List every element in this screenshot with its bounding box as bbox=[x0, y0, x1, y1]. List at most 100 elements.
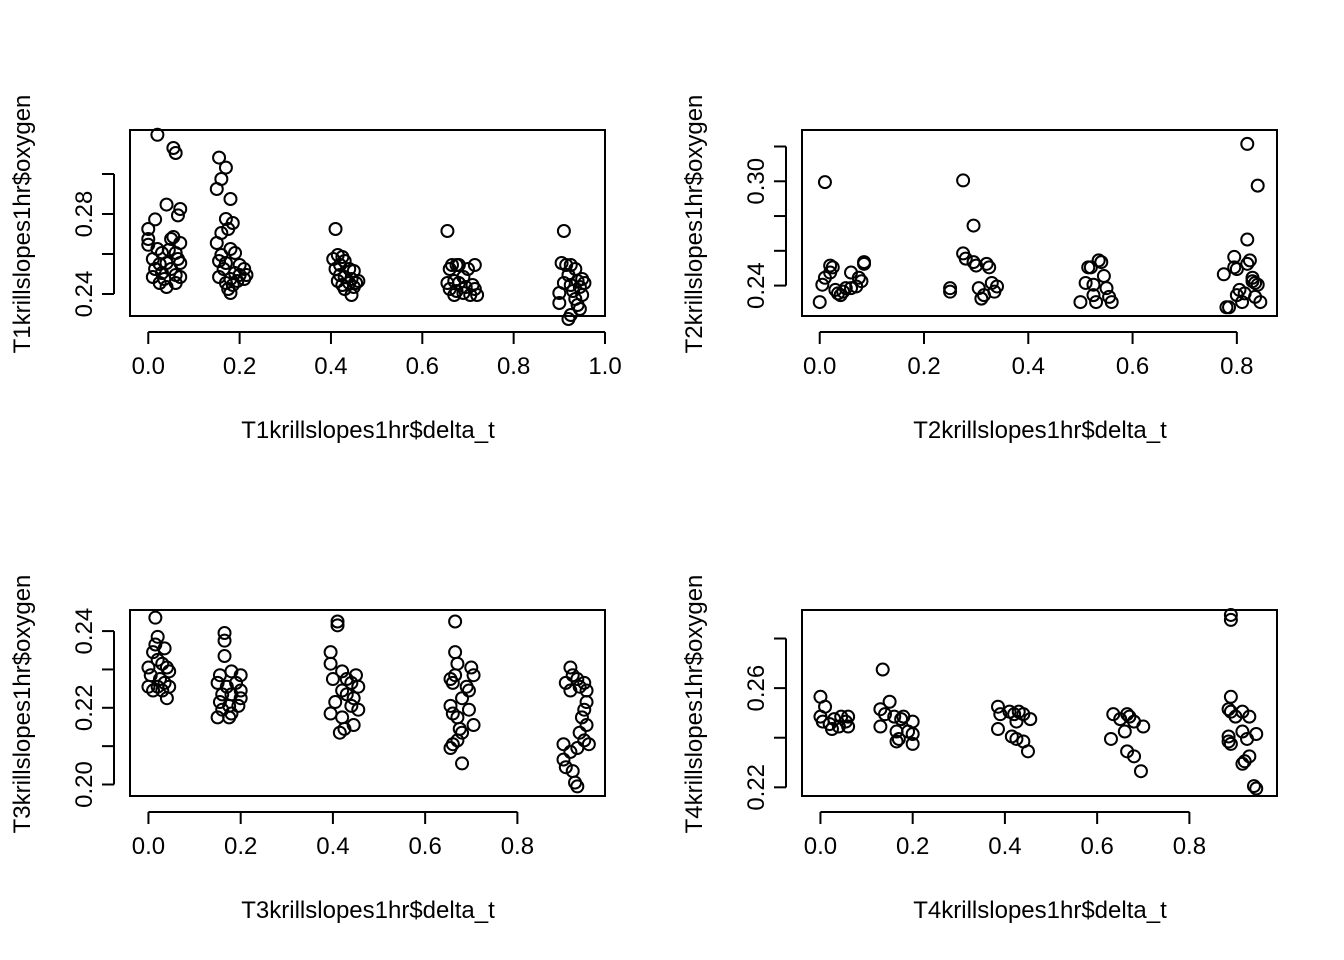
panel-t3-point bbox=[466, 668, 481, 683]
panel-t3-point bbox=[346, 691, 361, 706]
panel-t3-point bbox=[222, 710, 237, 725]
panel-t4-point bbox=[878, 707, 893, 722]
panel-t2-plot-frame bbox=[801, 129, 1278, 317]
panel-t4-x-tick-label: 0.8 bbox=[1173, 833, 1206, 860]
panel-t4-point bbox=[1242, 709, 1257, 724]
panel-t3-point bbox=[328, 695, 343, 710]
panel-t3-point bbox=[344, 675, 359, 690]
panel-t3-point bbox=[461, 702, 476, 717]
panel-t4-point bbox=[1127, 749, 1142, 764]
panel-t3-point bbox=[148, 610, 163, 625]
panel-t2-x-tick-label: 0.0 bbox=[803, 353, 836, 380]
panel-t3-point bbox=[577, 702, 592, 717]
panel-t1-point bbox=[440, 224, 455, 238]
panel-t2-x-tick-label: 0.8 bbox=[1220, 353, 1253, 380]
panel-t2-point bbox=[1086, 277, 1101, 292]
panel-t2-point bbox=[1250, 178, 1265, 193]
panel-t3-point bbox=[215, 687, 230, 702]
panel-t2-point bbox=[1222, 300, 1237, 315]
panel-t1-point bbox=[221, 222, 236, 236]
panel-t3-point bbox=[445, 675, 460, 690]
panel-t1-point bbox=[209, 236, 224, 250]
panel-t4-point bbox=[875, 662, 890, 677]
panel-t2-point bbox=[1227, 260, 1242, 275]
panel-t1-point bbox=[218, 160, 233, 175]
panel-t1-point bbox=[237, 272, 252, 286]
panel-t2-x-tick-label: 0.4 bbox=[1012, 353, 1045, 380]
panel-t4-ylabel: T4krillslopes1hr$oxygen bbox=[681, 575, 708, 834]
panel-t1-point bbox=[346, 280, 361, 294]
panel-t3-point bbox=[556, 752, 571, 767]
panel-t2-point bbox=[1250, 277, 1265, 292]
panel-t2-point bbox=[943, 284, 958, 299]
panel-t1-point bbox=[223, 192, 238, 206]
panel-t1-point bbox=[170, 208, 185, 223]
panel-t2-point bbox=[1240, 232, 1255, 247]
panel-t2-point bbox=[1089, 295, 1104, 310]
panel-t1-point bbox=[148, 212, 163, 227]
panel-t1-x-tick-label: 0.0 bbox=[132, 353, 165, 380]
panel-t4-point bbox=[841, 709, 856, 724]
panel-t1-point bbox=[470, 288, 485, 302]
panel-t3-point bbox=[455, 691, 470, 706]
panel-t3-point bbox=[323, 706, 338, 721]
panel-t1-point bbox=[212, 150, 227, 165]
panel-t3-point bbox=[146, 683, 161, 698]
panel-t4-point bbox=[990, 699, 1005, 714]
panel-t2-point bbox=[974, 291, 989, 306]
panel-t2-point bbox=[1078, 275, 1093, 290]
panel-t1-point bbox=[563, 278, 578, 292]
panel-t1-point bbox=[337, 254, 352, 268]
panel-t3: T3krillslopes1hr$delta_t T3krillslopes1h… bbox=[9, 575, 606, 924]
panel-t1-point bbox=[456, 286, 471, 300]
panel-t3-point bbox=[351, 702, 366, 717]
panel-t3-x-tick-label: 0.4 bbox=[316, 833, 349, 860]
panel-t3-point bbox=[330, 614, 345, 629]
panel-t3-point bbox=[443, 741, 458, 756]
panel-t3-point bbox=[574, 710, 589, 725]
panel-t2-point bbox=[1091, 253, 1106, 268]
panel-t1-point bbox=[212, 254, 227, 268]
panel-t4-point bbox=[1223, 612, 1238, 627]
panel-t3-point bbox=[556, 737, 571, 752]
panel-t3-point bbox=[159, 691, 174, 706]
panel-t3-point bbox=[563, 660, 578, 675]
panel-t2-point bbox=[1235, 295, 1250, 310]
panel-t3-point bbox=[455, 725, 470, 740]
panel-t2-point bbox=[836, 284, 851, 299]
panel-t2-y-tick-label: 0.30 bbox=[743, 158, 770, 205]
panel-t4-point bbox=[1221, 729, 1236, 744]
panel-t3-point bbox=[162, 664, 177, 679]
panel-t3-point bbox=[323, 656, 338, 671]
panel-t1-point bbox=[223, 286, 238, 300]
panel-t3-x-tick-label: 0.8 bbox=[501, 833, 534, 860]
panel-t4-point bbox=[1221, 734, 1236, 749]
panel-t3-point bbox=[339, 687, 354, 702]
panel-t2-point bbox=[1073, 295, 1088, 310]
panel-t2-point bbox=[812, 295, 827, 310]
panel-t4-point bbox=[1223, 607, 1238, 622]
panel-t1-point bbox=[552, 296, 567, 310]
panel-t3-point bbox=[579, 695, 594, 710]
panel-t3-point bbox=[579, 718, 594, 733]
panel-t1-point bbox=[168, 276, 183, 290]
panel-t4-point bbox=[905, 736, 920, 751]
panel-t3-point bbox=[464, 660, 479, 675]
panel-t3-x-tick-label: 0.2 bbox=[224, 833, 257, 860]
panel-t4-x-tick-label: 0.6 bbox=[1080, 833, 1113, 860]
panel-t1-point bbox=[442, 262, 457, 276]
panel-t2-point bbox=[1240, 136, 1255, 151]
panel-t2-point bbox=[982, 260, 997, 275]
panel-t1-point bbox=[214, 248, 229, 262]
panel-t3-x-tick-label: 0.6 bbox=[408, 833, 441, 860]
panel-t1-point bbox=[563, 258, 578, 272]
panel-t2-point bbox=[854, 274, 869, 289]
panel-t1-point bbox=[228, 246, 243, 260]
panel-t3-point bbox=[450, 656, 465, 671]
panel-t3-point bbox=[448, 614, 463, 629]
panel-t2: T2krillslopes1hr$delta_t T2krillslopes1h… bbox=[681, 95, 1278, 444]
panel-t1-point bbox=[561, 312, 576, 326]
panel-t3-point bbox=[217, 626, 232, 641]
panel-t3-ylabel: T3krillslopes1hr$oxygen bbox=[9, 575, 36, 834]
